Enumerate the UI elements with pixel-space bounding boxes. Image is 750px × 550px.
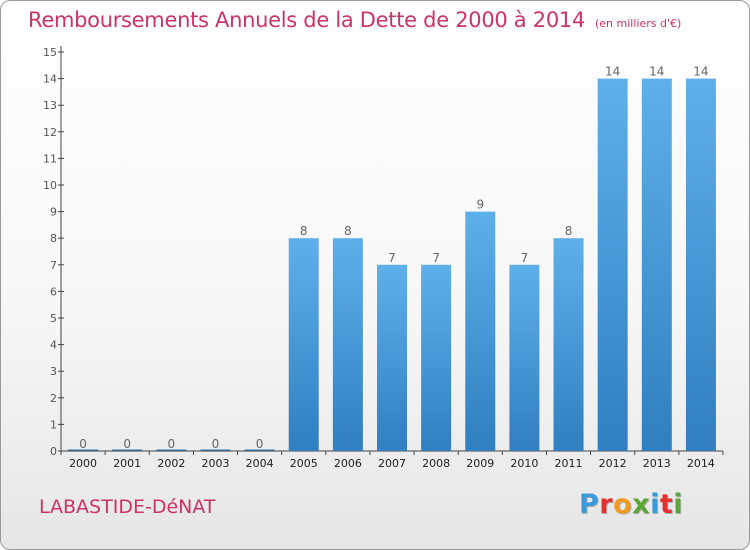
- data-label-2003: 0: [212, 437, 220, 451]
- chart-title: Remboursements Annuels de la Dette de 20…: [28, 8, 681, 32]
- bar-2009: [465, 211, 496, 451]
- x-tick-label-2003: 2003: [201, 457, 229, 470]
- x-tick-label-2004: 2004: [246, 457, 274, 470]
- logo-letter: i: [673, 489, 684, 520]
- x-tick-label-2001: 2001: [113, 457, 141, 470]
- x-tick-label-2010: 2010: [510, 457, 538, 470]
- bar-2014: [685, 78, 716, 451]
- data-label-2007: 7: [388, 251, 396, 265]
- y-tick-label: 9: [50, 206, 57, 219]
- data-label-2002: 0: [168, 437, 176, 451]
- data-label-2005: 8: [300, 224, 308, 238]
- y-tick-label: 7: [50, 259, 57, 272]
- data-label-2004: 0: [256, 437, 264, 451]
- chart-bars: [68, 78, 716, 451]
- x-tick-label-2013: 2013: [643, 457, 671, 470]
- x-tick-label-2007: 2007: [378, 457, 406, 470]
- data-label-2013: 14: [649, 65, 664, 79]
- logo-letter: P: [579, 489, 600, 520]
- bar-2006: [332, 238, 363, 451]
- x-tick-label-2006: 2006: [334, 457, 362, 470]
- bar-2005: [288, 238, 319, 451]
- y-tick-label: 5: [50, 312, 57, 325]
- data-label-2000: 0: [79, 437, 87, 451]
- bar-2008: [421, 264, 452, 451]
- x-tick-label-2005: 2005: [290, 457, 318, 470]
- data-label-2009: 9: [476, 198, 484, 212]
- bar-2012: [597, 78, 628, 451]
- logo-letter: o: [613, 489, 633, 520]
- y-tick-label: 14: [43, 73, 57, 86]
- y-tick-label: 10: [43, 179, 57, 192]
- y-tick-label: 4: [50, 339, 57, 352]
- commune-name: LABASTIDE-DéNAT: [39, 496, 216, 518]
- data-label-2012: 14: [605, 65, 620, 79]
- data-label-2010: 7: [521, 251, 529, 265]
- x-tick-label-2014: 2014: [687, 457, 715, 470]
- data-label-2001: 0: [123, 437, 131, 451]
- logo-letter: t: [659, 489, 674, 520]
- y-tick-label: 13: [43, 99, 57, 112]
- y-tick-label: 12: [43, 126, 57, 139]
- bar-2010: [509, 264, 540, 451]
- y-tick-label: 2: [50, 392, 57, 405]
- data-label-2008: 7: [432, 251, 440, 265]
- logo-letter: r: [599, 489, 614, 520]
- chart-title-text: Remboursements Annuels de la Dette de 20…: [28, 8, 585, 32]
- bar-2011: [553, 238, 584, 451]
- y-tick-label: 11: [43, 152, 57, 165]
- data-label-2011: 8: [565, 224, 573, 238]
- proxiti-logo: Proxiti: [579, 489, 683, 520]
- x-tick-label-2009: 2009: [466, 457, 494, 470]
- chart-unit: (en milliers d'€): [595, 17, 682, 30]
- y-tick-label: 0: [50, 445, 57, 458]
- logo-letter: x: [632, 489, 651, 520]
- y-tick-label: 1: [50, 418, 57, 431]
- y-tick-label: 8: [50, 232, 57, 245]
- y-tick-label: 15: [43, 46, 57, 59]
- data-label-2014: 14: [693, 65, 708, 79]
- x-tick-label-2002: 2002: [157, 457, 185, 470]
- x-tick-label-2012: 2012: [599, 457, 627, 470]
- x-tick-label-2000: 2000: [69, 457, 97, 470]
- x-tick-label-2011: 2011: [555, 457, 583, 470]
- chart-labels: 0 2000 0 2001 0 2002 0 2003 0 2004 8 2005 8 2006 7 2007…: [69, 65, 715, 470]
- data-label-2006: 8: [344, 224, 352, 238]
- x-tick-label-2008: 2008: [422, 457, 450, 470]
- y-tick-label: 3: [50, 365, 57, 378]
- bar-2007: [377, 264, 407, 451]
- bar-2013: [641, 78, 672, 451]
- logo-letter: i: [650, 489, 660, 520]
- y-tick-label: 6: [50, 285, 57, 298]
